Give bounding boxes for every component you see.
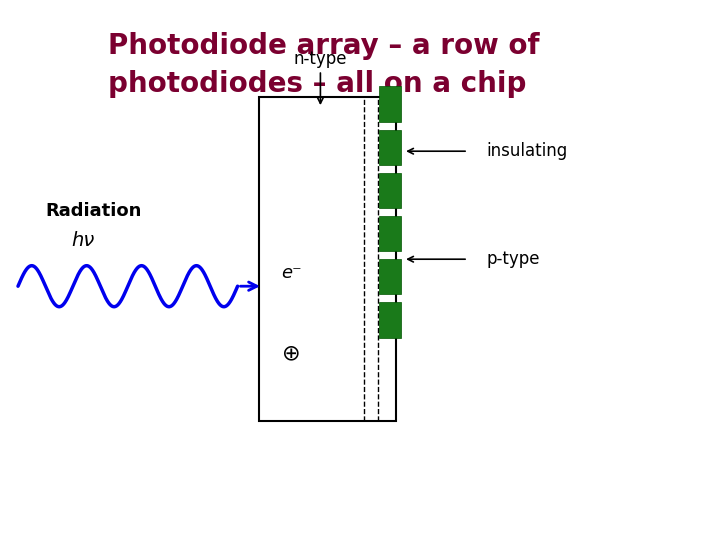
Text: n-type: n-type [294, 50, 347, 68]
Text: Photodiode array – a row of: Photodiode array – a row of [108, 32, 539, 60]
Bar [259, 97, 396, 421]
Text: photodiodes – all on a chip: photodiodes – all on a chip [108, 70, 526, 98]
Text: hν: hν [71, 231, 94, 250]
Bar [379, 302, 401, 338]
Bar [379, 173, 401, 208]
Text: insulating: insulating [486, 142, 567, 160]
Text: p-type: p-type [486, 250, 539, 268]
Text: e⁻: e⁻ [282, 264, 302, 282]
Text: Radiation: Radiation [45, 201, 142, 220]
Text: ⊕: ⊕ [282, 343, 301, 364]
Bar [379, 259, 401, 294]
Bar [379, 130, 401, 165]
Bar [379, 216, 401, 251]
Bar [379, 86, 401, 122]
